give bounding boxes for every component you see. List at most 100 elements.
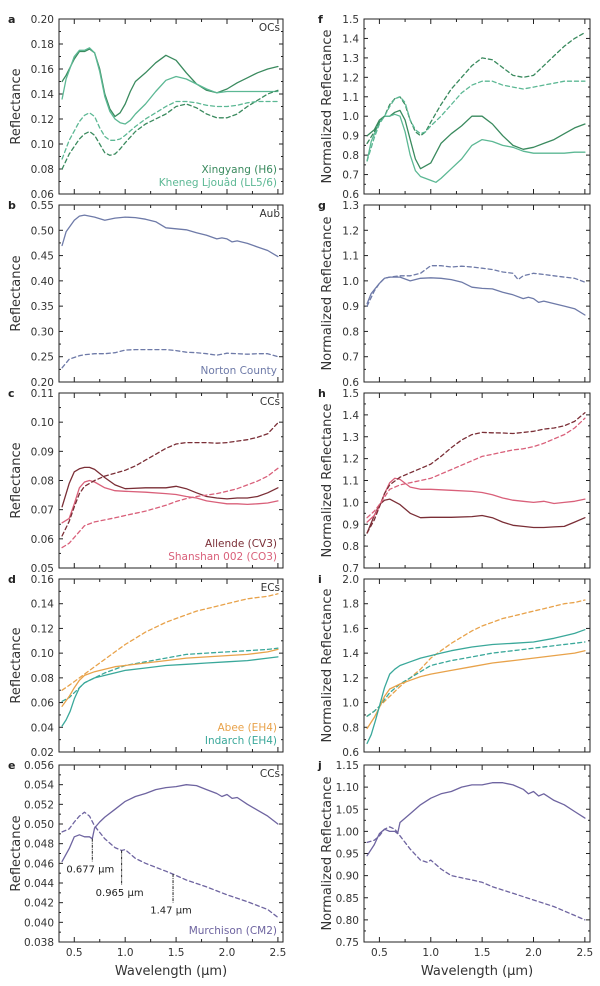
- panel-e: e CCs 0.038 0.040 0.042 0.044 0.046 0.048 0.050 0…: [8, 759, 286, 979]
- y-tick-label: 1.2: [342, 454, 359, 466]
- class-label: ECs: [261, 582, 280, 594]
- y-tick-label: 0.75: [336, 937, 359, 949]
- annotation-label: 0.965 µm: [96, 888, 144, 899]
- y-tick-label: 1.6: [342, 623, 359, 635]
- y-axis-title: Normalized Reflectance: [320, 588, 335, 742]
- series-line-allende-solid: [61, 466, 279, 508]
- y-tick-label: 0.08: [31, 164, 54, 176]
- y-tick-label: 0.7: [342, 352, 359, 364]
- y-tick-label: 0.30: [31, 326, 54, 338]
- series-line-abee-solid: [61, 648, 279, 707]
- y-tick-label: 1.5: [342, 14, 359, 26]
- y-tick-label: 0.7: [342, 170, 359, 182]
- y-tick-label: 1.4: [342, 33, 359, 45]
- series-line-abee-dashed: [366, 599, 586, 717]
- y-axis-title: Normalized Reflectance: [320, 216, 335, 370]
- legend-label: Abee (EH4): [217, 722, 277, 734]
- y-tick-label: 1.1: [342, 476, 359, 488]
- panel-i: i 0.6 0.8 1.0 1.2 1.4 1.6 1.8 2.0 Normalized Refl…: [318, 573, 591, 759]
- legend-label: Kheneg Ljouâd (LL5/6): [159, 177, 277, 189]
- y-tick-label: 0.35: [31, 301, 54, 313]
- y-tick-label: 0.06: [31, 534, 55, 546]
- panel-letter: b: [8, 199, 16, 212]
- series-line-indarch-solid: [61, 656, 279, 727]
- y-tick-label: 0.8: [342, 326, 359, 338]
- y-tick-label: 0.80: [336, 915, 359, 927]
- panel-letter: j: [317, 759, 322, 772]
- y-tick-label: 1.2: [342, 673, 359, 685]
- y-axis-title: Reflectance: [9, 68, 24, 144]
- series-line-allende-solid: [366, 498, 586, 534]
- y-tick-label: 0.7: [342, 563, 359, 575]
- y-tick-label: 0.85: [336, 893, 359, 905]
- plot-frame: [58, 204, 284, 383]
- series-line-norton-solid: [61, 214, 279, 258]
- y-tick-label: 0.6: [342, 377, 359, 389]
- y-axis-title: Reflectance: [9, 815, 24, 891]
- class-label: Aub: [259, 208, 280, 220]
- x-tick-label: 2.0: [525, 947, 542, 959]
- y-tick-label: 0.95: [336, 849, 359, 861]
- plot-frame: [363, 204, 591, 383]
- panel-g: g 0.6 0.7 0.8 0.9 1.0 1.1 1.2 1.3 Normalized Refl…: [318, 199, 591, 389]
- y-tick-label: 0.50: [31, 225, 54, 237]
- y-tick-label: 0.06: [31, 189, 55, 201]
- x-tick-label: 0.5: [66, 947, 83, 959]
- plot-frame: [363, 18, 591, 195]
- panel-letter: f: [318, 13, 323, 26]
- legend-label: Murchison (CM2): [189, 925, 277, 937]
- y-tick-label: 1.3: [342, 53, 359, 65]
- series-line-shanshan-solid: [366, 477, 586, 523]
- series-line-shanshan-dashed: [61, 467, 279, 549]
- panel-c: c CCs 0.05 0.06 0.07 0.08 0.09 0.10 0.11 Reflecta…: [8, 387, 284, 575]
- x-tick-label: 2.5: [270, 947, 287, 959]
- series-line-allende-dashed: [61, 422, 279, 537]
- x-tick-label: 2.5: [577, 947, 594, 959]
- y-tick-label: 1.1: [342, 251, 359, 263]
- legend-label: Norton County: [200, 365, 277, 377]
- panel-letter: a: [8, 13, 15, 26]
- x-tick-label: 0.5: [371, 947, 388, 959]
- y-tick-label: 0.056: [24, 760, 54, 772]
- series-line-norton-dashed: [61, 348, 279, 369]
- panel-a: a OCs 0.06 0.08 0.10 0.12 0.14 0.16 0.18 0.20 Refl…: [8, 13, 284, 201]
- y-tick-label: 0.06: [31, 698, 55, 710]
- y-tick-label: 0.16: [31, 64, 55, 76]
- y-tick-label: 1.05: [336, 804, 359, 816]
- series-line-abee-solid: [366, 650, 586, 730]
- series-line-murchison-solid: [366, 782, 586, 857]
- panel-letter: h: [318, 387, 326, 400]
- plot-frame: [363, 392, 591, 569]
- y-tick-label: 0.14: [31, 89, 55, 101]
- y-tick-label: 1.4: [342, 648, 359, 660]
- x-axis-title: Wavelength (µm): [115, 964, 227, 979]
- y-tick-label: 0.8: [342, 150, 359, 162]
- x-tick-label: 1.0: [422, 947, 439, 959]
- panel-letter: i: [318, 573, 322, 586]
- y-tick-label: 0.8: [342, 541, 359, 553]
- x-tick-label: 2.0: [219, 947, 236, 959]
- x-tick-label: 1.5: [474, 947, 491, 959]
- y-tick-label: 1.10: [336, 782, 359, 794]
- y-tick-label: 0.6: [342, 747, 359, 759]
- y-tick-label: 0.90: [336, 871, 359, 883]
- y-tick-label: 0.10: [31, 648, 54, 660]
- y-axis-title: Reflectance: [9, 442, 24, 518]
- series-line-norton-dashed: [366, 265, 586, 307]
- series-line-murchison-dashed: [366, 826, 586, 921]
- series-line-shanshan-solid: [61, 479, 279, 524]
- y-tick-label: 0.12: [31, 114, 54, 126]
- panel-h: h 0.7 0.8 0.9 1.0 1.1 1.2 1.3 1.4 1.5 Normalized R…: [318, 387, 591, 575]
- series-line-xingyang-solid: [61, 48, 279, 118]
- y-tick-label: 0.16: [31, 574, 55, 586]
- y-tick-label: 0.40: [31, 276, 54, 288]
- y-tick-label: 0.12: [31, 623, 54, 635]
- y-tick-label: 1.2: [342, 72, 359, 84]
- panel-letter: c: [8, 387, 15, 400]
- panel-letter: d: [8, 573, 16, 586]
- y-axis-title: Normalized Reflectance: [320, 776, 335, 930]
- y-tick-label: 0.04: [31, 722, 55, 734]
- plot-frame: [363, 764, 591, 943]
- y-tick-label: 0.040: [24, 917, 54, 929]
- legend-label: Shanshan 002 (CO3): [168, 551, 277, 563]
